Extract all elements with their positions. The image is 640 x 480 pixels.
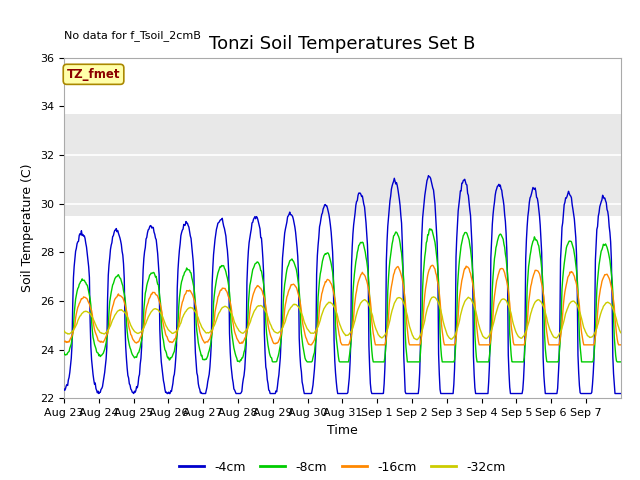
X-axis label: Time: Time: [327, 424, 358, 437]
Title: Tonzi Soil Temperatures Set B: Tonzi Soil Temperatures Set B: [209, 35, 476, 53]
Text: TZ_fmet: TZ_fmet: [67, 68, 120, 81]
Legend: -4cm, -8cm, -16cm, -32cm: -4cm, -8cm, -16cm, -32cm: [174, 456, 511, 479]
Bar: [64, 114, 621, 216]
Text: No data for f_Tsoil_2cmB: No data for f_Tsoil_2cmB: [64, 30, 201, 41]
Y-axis label: Soil Temperature (C): Soil Temperature (C): [22, 164, 35, 292]
